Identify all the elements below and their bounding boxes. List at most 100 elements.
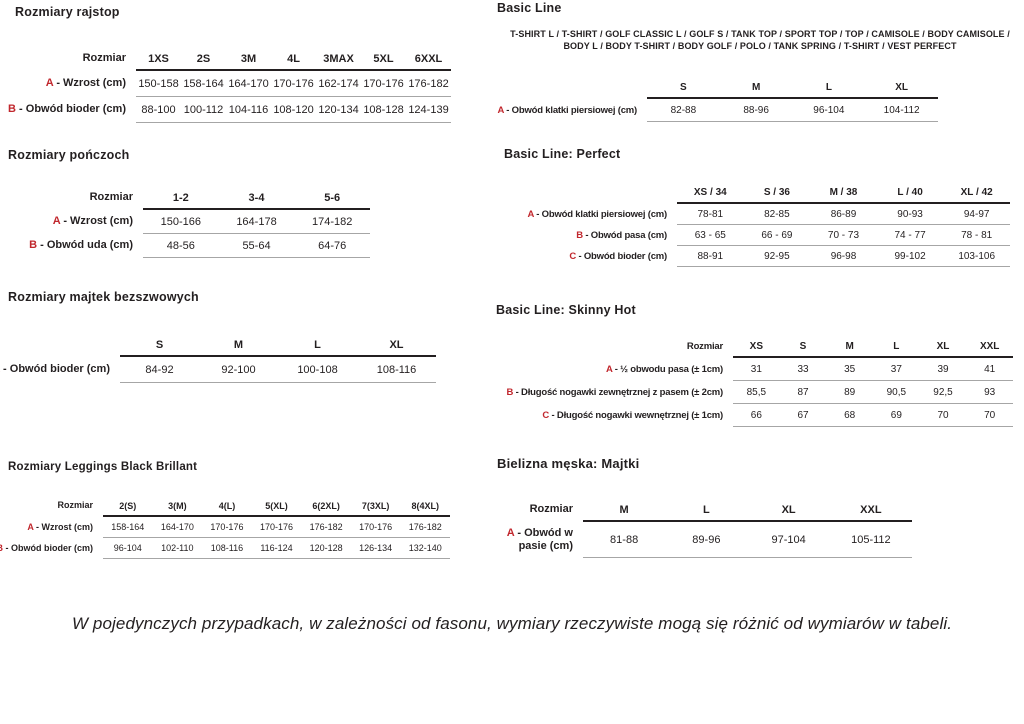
value-cell: 108-120 [273, 103, 314, 116]
row-label: B - Obwód bioder (cm) [0, 538, 103, 559]
column-header: M [751, 82, 761, 93]
row-cells: 81-88 89-96 97-104 105-112 [583, 522, 912, 558]
value-cell: 176-182 [408, 77, 449, 90]
column-header: L [703, 504, 710, 516]
corner-label-text: Rozmiar [89, 190, 133, 203]
row-label-text: B - Obwód bioder (cm) [0, 543, 93, 554]
row-letter: C [542, 409, 550, 421]
table-row: C - Obwód bioder (cm) 88-91 92-95 96-98 99-1… [470, 246, 1010, 267]
corner-label: Rozmiar [8, 498, 103, 517]
table-rozmiary-ponczoch: Rozmiar 1-2 3-4 5-6 A - Wzrost (cm) 150-166 16… [8, 188, 370, 258]
value-cell: 124-139 [408, 103, 449, 116]
row-letter: A [527, 208, 535, 220]
table-basic-line-perfect: XS / 34 S / 36 M / 38 L / 40 XL / 42 A - Obwó… [470, 183, 1010, 267]
corner-label-text: Rozmiar [686, 340, 723, 352]
table-row: B - Obwód bioder (cm) 88-100 100-112 104-11… [8, 97, 451, 123]
corner-label-text: Rozmiar [82, 51, 126, 64]
value-cell: 120-128 [309, 543, 343, 553]
row-label: C - Obwód bioder (cm) [470, 246, 677, 267]
value-cell: 162-174 [318, 77, 359, 90]
value-cell: 170-176 [359, 522, 393, 532]
table-header-row: Rozmiar 1-2 3-4 5-6 [8, 188, 370, 210]
row-letter: B [0, 543, 3, 553]
row-label-text: B - Długość nogawki zewnętrznej z pasem … [506, 386, 724, 398]
section-title-basic-line-perfect: Basic Line: Perfect [504, 147, 621, 161]
column-header: 8(4XL) [411, 501, 440, 511]
value-cell: 90-93 [897, 208, 923, 220]
column-header: 4(L) [218, 501, 236, 511]
value-cell: 86-89 [830, 208, 857, 220]
value-cell: 82-88 [670, 104, 697, 116]
value-cell: 102-110 [161, 543, 194, 553]
value-cell: 70 [984, 409, 996, 421]
table-header-row: Rozmiar XS S M L XL XXL [460, 338, 1013, 358]
table-row: C - Długość nogawki wewnętrznej (± 1cm) 6… [460, 404, 1013, 427]
row-cells: 31 33 35 37 39 41 [733, 358, 1013, 381]
value-cell: 81-88 [610, 533, 639, 546]
row-label-text: B - Obwód bioder (cm) [8, 103, 126, 116]
corner-label-text: Rozmiar [57, 500, 93, 511]
table-bielizna-meska-majtki: Rozmiar M L XL XXL A - Obwód w pasie (cm) 81-8… [497, 500, 912, 558]
value-cell: 92,5 [933, 386, 953, 398]
table-row: A - Obwód klatki piersiowej (cm) 82-88 88-… [440, 99, 938, 122]
row-label-text: A - Obwód klatki piersiowej (cm) [527, 208, 668, 220]
row-letter: A [27, 522, 34, 533]
corner-label: Rozmiar [8, 188, 143, 210]
row-label-text: A - Wzrost (cm) [45, 77, 126, 90]
row-label-text: C - Obwód bioder (cm) [569, 250, 667, 262]
value-cell: 92-100 [221, 363, 256, 376]
column-header: M [233, 339, 244, 351]
column-header: L [825, 82, 832, 93]
value-cell: 96-98 [830, 250, 857, 262]
column-header: 5XL [373, 53, 394, 65]
table-header-row: S M L XL [440, 80, 938, 99]
column-header: 6(2XL) [312, 501, 340, 511]
row-label-text: A - Obwód w pasie (cm) [506, 526, 573, 552]
header-cells: 1-2 3-4 5-6 [143, 188, 370, 210]
column-header: XXL [860, 504, 882, 516]
column-header: 3(M) [168, 501, 187, 511]
value-cell: 176-182 [408, 522, 442, 532]
table-row: A - Wzrost (cm) 150-166 164-178 174-182 [8, 210, 370, 234]
value-cell: 70 - 73 [827, 229, 860, 241]
column-header: XL / 42 [960, 187, 993, 198]
value-cell: 99-102 [894, 250, 926, 262]
table-row: B - Obwód bioder (cm) 96-104 102-110 108-11… [0, 538, 450, 559]
table-row: B - Długość nogawki zewnętrznej z pasem … [460, 381, 1013, 404]
row-letter: B [29, 239, 38, 252]
row-cells: 78-81 82-85 86-89 90-93 94-97 [677, 204, 1010, 225]
row-label: A - Obwód klatki piersiowej (cm) [440, 99, 647, 122]
column-header: 7(3XL) [361, 501, 390, 511]
value-cell: 108-116 [376, 363, 417, 376]
value-cell: 39 [937, 363, 949, 375]
row-cells: 88-91 92-95 96-98 99-102 103-106 [677, 246, 1010, 267]
section-title-rozmiary-leggings-black-brillant: Rozmiary Leggings Black Brillant [8, 461, 198, 473]
row-letter: B [506, 386, 514, 398]
value-cell: 164-178 [236, 215, 277, 228]
table-row: A - Obwód w pasie (cm) 81-88 89-96 97-104 10… [497, 522, 912, 558]
row-label-text: C - Długość nogawki wewnętrznej (± 1cm) [542, 409, 723, 421]
row-label-text: A - Obwód klatki piersiowej (cm) [497, 104, 638, 116]
value-cell: 158-164 [183, 77, 224, 90]
row-label: B - Długość nogawki zewnętrznej z pasem … [460, 381, 733, 404]
column-header: L [893, 341, 900, 352]
value-cell: 78-81 [697, 208, 724, 220]
value-cell: 103-106 [958, 250, 996, 262]
value-cell: 85,5 [746, 386, 767, 398]
value-cell: 64-76 [318, 239, 347, 252]
table-row: A - ½ obwodu pasa (± 1cm) 31 33 35 37 39 41 [460, 358, 1013, 381]
row-cells: 158-164 164-170 170-176 170-176 176-182 170-1… [103, 517, 450, 538]
column-header: 2(S) [119, 501, 137, 511]
section-title-basic-line: Basic Line [497, 1, 562, 15]
table-basic-line: S M L XL A - Obwód klatki piersiowej (cm) 82-… [440, 80, 938, 122]
value-cell: 174-182 [311, 215, 353, 228]
value-cell: 97-104 [771, 533, 806, 546]
section-title-rozmiary-majtek-bezszwowych: Rozmiary majtek bezszwowych [8, 290, 199, 304]
value-cell: 69 [890, 409, 902, 421]
value-cell: 158-164 [111, 522, 145, 532]
table-rozmiary-majtek-bezszwowych: S M L XL A - Obwód bioder (cm) 84-92 92-100 100… [3, 336, 436, 383]
value-cell: 93 [984, 386, 996, 398]
table-basic-line-skinny-hot: Rozmiar XS S M L XL XXL A - ½ obwodu pasa (± 1c… [460, 338, 1013, 427]
row-label-text: A - Wzrost (cm) [52, 215, 133, 228]
value-cell: 150-166 [160, 215, 202, 228]
